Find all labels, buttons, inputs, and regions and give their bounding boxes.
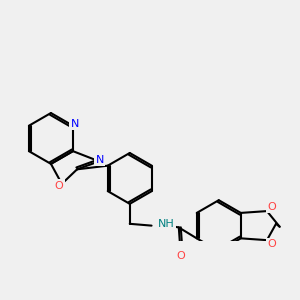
Text: NH: NH	[158, 219, 174, 229]
Text: N: N	[70, 119, 79, 129]
Text: O: O	[176, 251, 185, 261]
Text: O: O	[268, 202, 276, 212]
Text: O: O	[55, 181, 64, 190]
Text: N: N	[96, 155, 104, 165]
Text: O: O	[268, 239, 276, 249]
